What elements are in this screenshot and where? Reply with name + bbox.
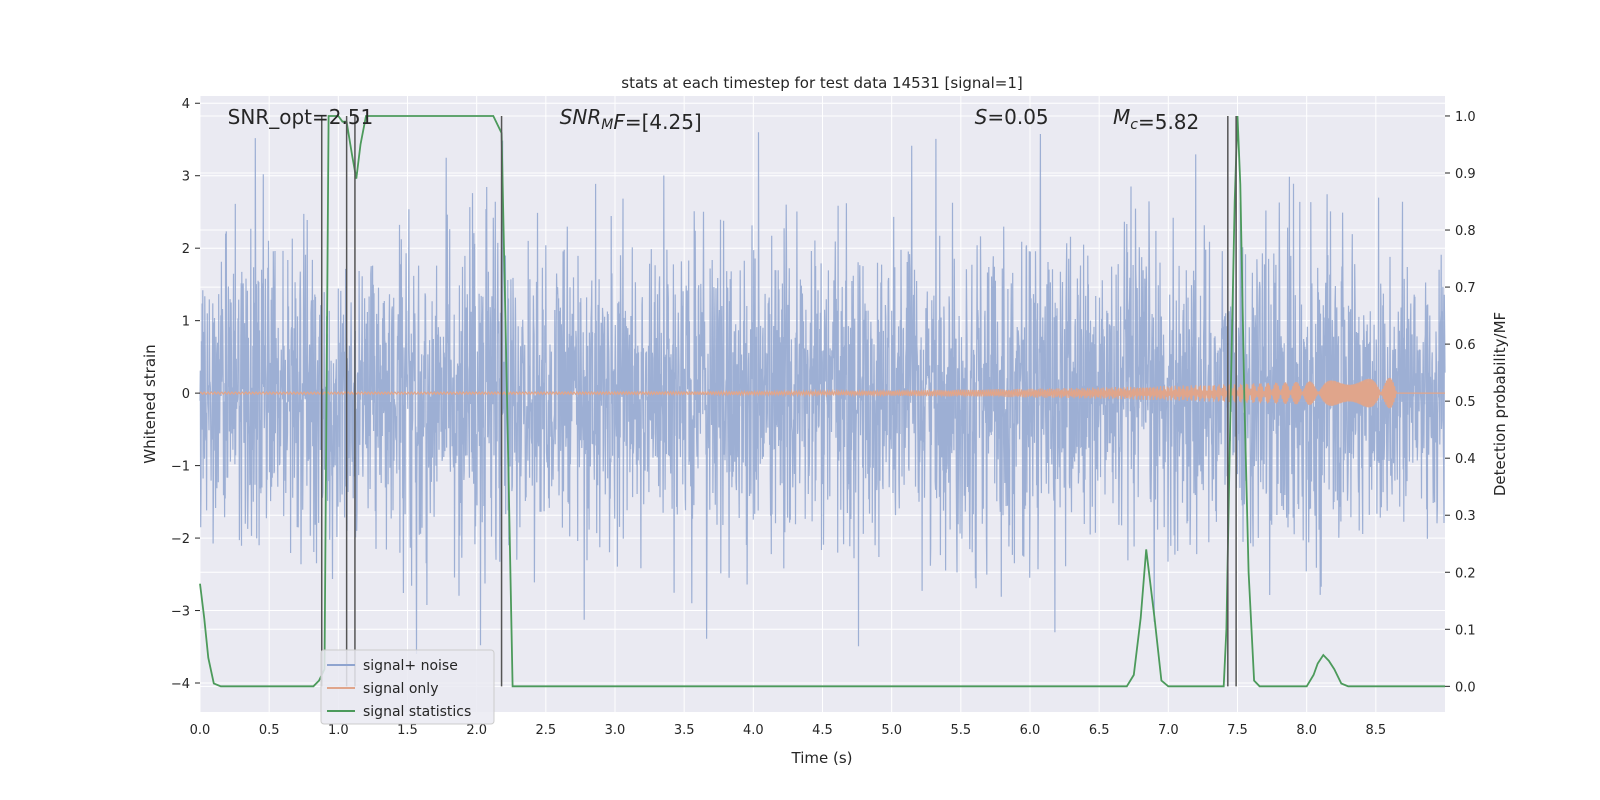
- x-tick-label: 4.5: [812, 723, 833, 738]
- legend-label: signal+ noise: [363, 658, 458, 674]
- y2-tick-label: 0.0: [1455, 680, 1476, 695]
- y-tick-label: 2: [182, 242, 190, 257]
- signal-statistics-line: [199, 115, 1445, 688]
- y-tick-labels: −4 −3 −2 −1 0 1 2 3 4: [171, 97, 200, 692]
- y-axis-label: Whitened strain: [141, 344, 159, 463]
- noise-series: [199, 132, 1446, 655]
- y-tick-label: 4: [182, 97, 190, 112]
- signal-only-series: [199, 377, 1445, 409]
- x-tick-label: 5.0: [881, 723, 902, 738]
- legend-box: [320, 649, 495, 725]
- y2-tick-label: 0.4: [1455, 452, 1476, 467]
- y2-tick-label: 0.8: [1455, 224, 1476, 239]
- annotation-part: =5.82: [1138, 110, 1199, 134]
- x-tick-label: 2.0: [466, 723, 487, 738]
- x-tick-label: 1.5: [397, 723, 418, 738]
- y-tick-label: −1: [171, 460, 190, 475]
- annotation-part: =0.05: [987, 105, 1048, 129]
- annotation-part: SNR: [560, 105, 602, 129]
- y2-tick-label: 0.7: [1455, 281, 1476, 296]
- signal-plus-noise-line: [199, 132, 1446, 655]
- x-tick-label: 1.0: [328, 723, 349, 738]
- x-tick-label: 6.0: [1020, 723, 1041, 738]
- annotation: SNRMF=[4.25]: [560, 105, 702, 134]
- x-tick-label: 7.0: [1158, 723, 1179, 738]
- x-tick-label: 0.5: [259, 723, 280, 738]
- signal-statistics-series: [199, 115, 1445, 688]
- y-tick-label: 3: [182, 170, 190, 185]
- x-tick-label: 5.5: [950, 723, 971, 738]
- annotation-part: M: [601, 117, 613, 133]
- x-tick-label: 8.5: [1365, 723, 1386, 738]
- annotation: SNR_opt=2.51: [228, 105, 374, 129]
- x-tick-label: 6.5: [1089, 723, 1110, 738]
- x-tick-labels: 0.0 0.5 1.0 1.5 2.0 2.5 3.0 3.5 4.0 4.5 5.0 5.5 6.0 6…: [190, 723, 1387, 738]
- y-tick-label: −2: [171, 532, 190, 547]
- chart-title: stats at each timestep for test data 145…: [621, 74, 1022, 92]
- vertical-markers: [320, 115, 1237, 687]
- annotations: SNR_opt=2.51 SNRMF=[4.25] S=0.05 Mc=5.82: [228, 105, 1200, 134]
- signal-only-line: [199, 377, 1445, 409]
- y2-tick-label: 0.1: [1455, 623, 1476, 638]
- annotation: Mc=5.82: [1113, 105, 1199, 134]
- x-tick-label: 2.5: [535, 723, 556, 738]
- y2-tick-label: 0.9: [1455, 167, 1476, 182]
- annotation-part: M: [1113, 105, 1130, 129]
- annotation: S=0.05: [975, 105, 1049, 129]
- x-tick-label: 7.5: [1227, 723, 1248, 738]
- x-tick-label: 3.0: [605, 723, 626, 738]
- y-tick-label: −3: [171, 605, 190, 620]
- y2-tick-label: 0.2: [1455, 566, 1476, 581]
- y-tick-label: 1: [182, 315, 190, 330]
- y2-tick-labels: 0.0 0.1 0.2 0.3 0.4 0.5 0.6 0.7 0.8 0.9 1.0: [1445, 110, 1476, 695]
- y2-tick-label: 1.0: [1455, 110, 1476, 125]
- legend-label: signal statistics: [363, 704, 471, 720]
- x-tick-label: 4.0: [743, 723, 764, 738]
- legend-label: signal only: [363, 681, 438, 697]
- annotation-part: =[4.25]: [625, 110, 702, 134]
- x-tick-label: 0.0: [190, 723, 211, 738]
- legend: signal+ noise signal only signal statistic…: [320, 649, 495, 725]
- y2-tick-label: 0.5: [1455, 395, 1476, 410]
- y2-axis-label: Detection probability/MF: [1491, 312, 1509, 496]
- x-tick-label: 3.5: [674, 723, 695, 738]
- x-tick-label: 8.0: [1296, 723, 1317, 738]
- y2-tick-label: 0.3: [1455, 509, 1476, 524]
- annotation-part: S: [975, 105, 988, 129]
- x-axis-label: Time (s): [791, 749, 853, 767]
- annotation-part: c: [1130, 117, 1138, 133]
- y-tick-label: 0: [182, 387, 190, 402]
- annotation-part: SNR_opt=2.51: [228, 105, 374, 129]
- annotation-part: F: [613, 110, 625, 134]
- y2-tick-label: 0.6: [1455, 338, 1476, 353]
- y-tick-label: −4: [171, 677, 190, 692]
